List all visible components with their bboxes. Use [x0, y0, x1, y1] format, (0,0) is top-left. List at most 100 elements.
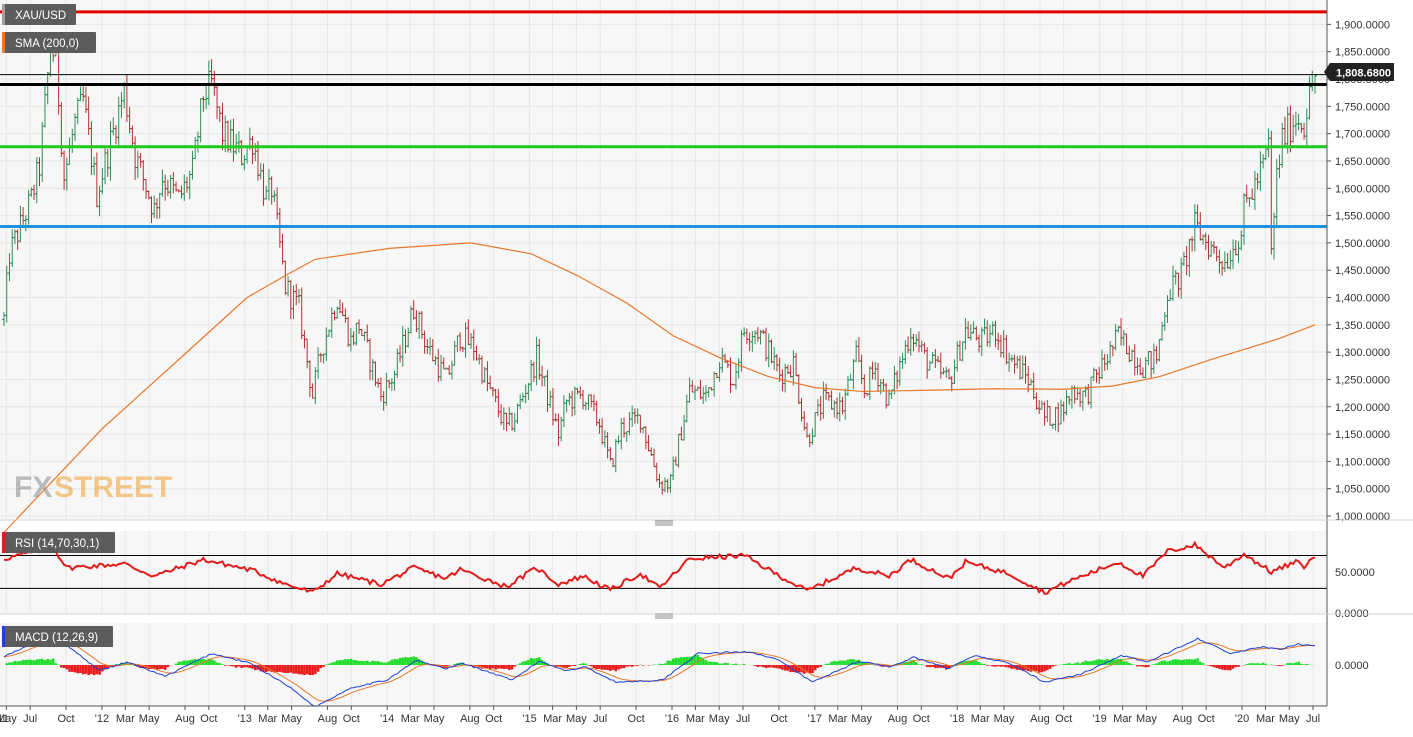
macd-histogram-bar [669, 661, 672, 665]
macd-histogram-bar [412, 656, 415, 665]
macd-histogram-bar [494, 665, 497, 669]
macd-histogram-bar [41, 659, 44, 665]
macd-histogram-bar [369, 662, 372, 665]
macd-histogram-bar [606, 665, 609, 670]
macd-histogram-bar [1041, 665, 1044, 672]
macd-histogram-bar [74, 665, 77, 672]
y-tick-label: 1,200.0000 [1335, 402, 1390, 414]
macd-histogram-bar [336, 660, 339, 665]
macd-histogram-bar [229, 665, 232, 666]
macd-histogram-bar [1095, 660, 1098, 665]
macd-histogram-bar [1065, 664, 1068, 665]
x-tick-label: '19 [1092, 713, 1106, 725]
x-tick-label: Aug [888, 713, 908, 725]
x-tick-label: '20 [1235, 713, 1249, 725]
y-tick-label: 1,350.0000 [1335, 320, 1390, 332]
macd-histogram-bar [1123, 661, 1126, 665]
macd-histogram-bar [980, 664, 983, 665]
macd-histogram-bar [85, 665, 88, 674]
macd-histogram-bar [391, 660, 394, 665]
y-tick-label: 1,850.0000 [1335, 47, 1390, 59]
macd-histogram-bar [1142, 665, 1145, 667]
macd-histogram-bar [819, 665, 822, 667]
macd-histogram-bar [830, 662, 833, 665]
macd-histogram-bar [978, 662, 981, 665]
y-tick-label: 1,400.0000 [1335, 293, 1390, 305]
macd-histogram-bar [929, 665, 932, 667]
macd-resize-handle[interactable] [654, 613, 674, 619]
macd-histogram-bar [224, 665, 227, 666]
macd-histogram-bar [565, 665, 568, 668]
macd-histogram-bar [784, 665, 787, 670]
macd-histogram-bar [754, 665, 757, 666]
x-tick-label: Aug [1173, 713, 1193, 725]
macd-histogram-bar [696, 655, 699, 665]
macd-histogram-bar [49, 660, 52, 665]
macd-histogram-bar [1199, 662, 1202, 665]
macd-histogram-bar [680, 657, 683, 665]
x-tick-label: May [0, 713, 17, 725]
rsi-label-box[interactable]: RSI (14,70,30,1) [2, 532, 115, 553]
sma-label-box[interactable]: SMA (200,0) [2, 32, 96, 53]
macd-histogram-bar [732, 664, 735, 665]
macd-histogram-bar [407, 657, 410, 665]
macd-histogram-bar [1054, 665, 1057, 666]
macd-histogram-bar [642, 665, 645, 666]
macd-histogram-bar [620, 665, 623, 668]
macd-histogram-bar [593, 665, 596, 668]
macd-histogram-bar [765, 665, 768, 668]
macd-histogram-bar [330, 663, 333, 665]
macd-histogram-bar [508, 665, 511, 670]
macd-histogram-bar [1295, 663, 1298, 665]
x-tick-label: Oct [485, 713, 502, 725]
macd-histogram-bar [486, 665, 489, 668]
x-tick-label: Oct [1055, 713, 1072, 725]
macd-histogram-bar [931, 665, 934, 667]
macd-histogram-bar [292, 665, 295, 674]
fxstreet-watermark: FX STREET [14, 471, 172, 504]
macd-histogram-bar [1073, 663, 1076, 665]
macd-histogram-bar [1251, 663, 1254, 665]
y-tick-label: 1,150.0000 [1335, 429, 1390, 441]
rsi-resize-handle[interactable] [654, 520, 674, 526]
macd-histogram-bar [35, 659, 38, 665]
macd-histogram-bar [628, 665, 631, 666]
macd-histogram-bar [249, 665, 252, 668]
x-tick-label: Oct [343, 713, 360, 725]
macd-histogram-bar [713, 662, 716, 665]
x-tick-label: Oct [770, 713, 787, 725]
macd-histogram-bar [852, 659, 855, 665]
macd-histogram-bar [625, 665, 628, 667]
macd-histogram-bar [1237, 665, 1240, 667]
macd-histogram-bar [1139, 665, 1142, 666]
macd-histogram-bar [705, 660, 708, 665]
macd-histogram-bar [595, 665, 598, 669]
macd-histogram-bar [1032, 665, 1035, 671]
macd-histogram-bar [661, 664, 664, 665]
y-tick-label: 1,550.0000 [1335, 211, 1390, 223]
macd-histogram-bar [347, 659, 350, 665]
macd-histogram-bar [568, 665, 571, 667]
macd-histogram-bar [1254, 663, 1257, 665]
macd-histogram-bar [399, 658, 402, 665]
macd-histogram-bar [52, 659, 55, 665]
macd-histogram-bar [1218, 665, 1221, 669]
macd-histogram-bar [276, 665, 279, 672]
macd-histogram-bar [1245, 664, 1248, 665]
x-tick-label: Mar [828, 713, 847, 725]
macd-label-box[interactable]: MACD (12,26,9) [2, 626, 113, 647]
macd-histogram-bar [221, 664, 224, 665]
x-tick-label: Aug [460, 713, 480, 725]
macd-histogram-bar [63, 665, 66, 668]
rsi-tick-label: 50.0000 [1335, 567, 1375, 579]
macd-histogram-bar [1071, 664, 1074, 665]
macd-histogram-bar [511, 665, 514, 669]
macd-histogram-bar [1278, 665, 1281, 666]
y-tick-label: 1,000.0000 [1335, 511, 1390, 523]
macd-histogram-bar [76, 665, 79, 673]
y-tick-label: 1,650.0000 [1335, 156, 1390, 168]
macd-histogram-bar [1191, 659, 1194, 665]
symbol-label-box[interactable]: XAU/USD [2, 4, 76, 25]
macd-histogram-bar [186, 661, 189, 665]
macd-histogram-bar [44, 660, 47, 665]
